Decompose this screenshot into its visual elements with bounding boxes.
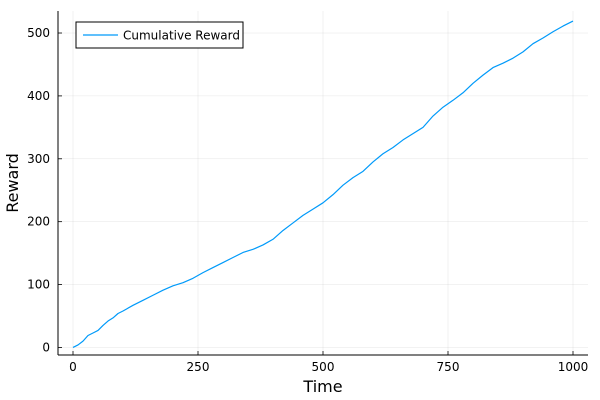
titles-layer: Time Reward — [3, 153, 343, 396]
y-tick-label: 300 — [27, 152, 50, 166]
y-tick-label: 0 — [42, 340, 50, 354]
series-line-1 — [72, 20, 574, 348]
x-tick-label: 750 — [437, 360, 460, 374]
series-layer — [72, 20, 574, 348]
ticks-layer: 0 250 500 750 1000 0 100 200 300 400 500 — [27, 26, 588, 374]
y-axis-title: Reward — [3, 153, 22, 213]
x-tick-label: 250 — [187, 360, 210, 374]
x-tick-label: 500 — [312, 360, 335, 374]
y-tick-label: 500 — [27, 26, 50, 40]
x-tick-label: 1000 — [558, 360, 589, 374]
x-tick-label: 0 — [69, 360, 77, 374]
legend-label: Cumulative Reward — [123, 29, 240, 43]
y-tick-label: 200 — [27, 215, 50, 229]
y-tick-label: 400 — [27, 89, 50, 103]
legend: Cumulative Reward — [75, 21, 244, 49]
y-tick-label: 100 — [27, 278, 50, 292]
x-axis-title: Time — [302, 377, 342, 396]
